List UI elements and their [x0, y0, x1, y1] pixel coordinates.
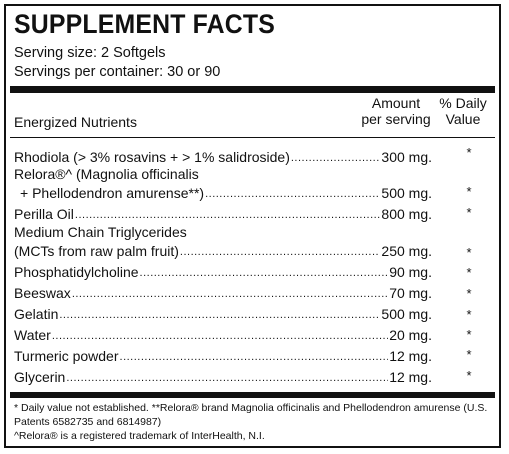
thick-divider-bottom — [10, 392, 495, 398]
leader-dots: ........................................… — [139, 267, 389, 279]
ingredient-amount: 250 mg. — [381, 243, 432, 259]
ingredient-name: Water — [14, 327, 51, 343]
leader-dots: ........................................… — [205, 188, 380, 200]
ingredient-row: + Phellodendron amurense**) ............… — [14, 181, 432, 201]
ingredient-name: Beeswax — [14, 285, 71, 301]
ingredient-dv: * — [466, 205, 472, 220]
header-amount: Amount per serving — [356, 95, 436, 127]
ingredient-row: Phosphatidylcholine ....................… — [14, 260, 432, 280]
header-dv-line1: % Daily — [439, 95, 487, 111]
ingredient-amount: 90 mg. — [389, 264, 432, 280]
ingredient-amount: 12 mg. — [389, 348, 432, 364]
ingredient-dv: * — [466, 368, 472, 383]
supplement-facts-panel: SUPPLEMENT FACTS Serving size: 2 Softgel… — [4, 4, 501, 448]
ingredient-name-line1: Medium Chain Triglycerides — [14, 224, 187, 240]
header-dv-line2: Value — [445, 111, 481, 127]
ingredient-dv: * — [466, 184, 472, 199]
ingredient-row: Glycerin ...............................… — [14, 365, 432, 385]
ingredient-row: (MCTs from raw palm fruit) .............… — [14, 239, 432, 259]
ingredient-dv: * — [466, 307, 472, 322]
ingredient-name: Turmeric powder — [14, 348, 119, 364]
footnote-trademark: ^Relora® is a registered trademark of In… — [14, 430, 265, 442]
ingredient-row: Turmeric powder ........................… — [14, 344, 432, 364]
ingredient-row: Gelatin ................................… — [14, 302, 432, 322]
ingredient-row: Beeswax ................................… — [14, 281, 432, 301]
ingredient-row: Water ..................................… — [14, 323, 432, 343]
ingredient-name: Perilla Oil — [14, 206, 74, 222]
ingredient-dv: * — [466, 286, 472, 301]
header-amount-line2: per serving — [361, 111, 431, 127]
ingredient-name: Rhodiola (> 3% rosavins + > 1% salidrosi… — [14, 149, 290, 165]
ingredient-amount: 20 mg. — [389, 327, 432, 343]
leader-dots: ........................................… — [66, 372, 388, 384]
ingredient-dv: * — [466, 245, 472, 260]
ingredient-name: + Phellodendron amurense**) — [20, 185, 205, 201]
leader-dots: ........................................… — [119, 351, 389, 363]
ingredient-name: Phosphatidylcholine — [14, 264, 139, 280]
leader-dots: ........................................… — [59, 309, 380, 321]
ingredient-dv: * — [466, 145, 472, 160]
servings-per-container: Servings per container: 30 or 90 — [14, 64, 221, 80]
leader-dots: ........................................… — [71, 288, 389, 300]
ingredient-dv: * — [466, 327, 472, 342]
ingredient-amount: 500 mg. — [381, 306, 432, 322]
header-divider — [10, 137, 495, 138]
panel-title: SUPPLEMENT FACTS — [14, 9, 276, 39]
serving-size: Serving size: 2 Softgels — [14, 45, 166, 61]
ingredient-amount: 300 mg. — [381, 149, 432, 165]
ingredient-row: Perilla Oil ............................… — [14, 202, 432, 222]
leader-dots: ........................................… — [179, 246, 381, 258]
ingredient-name: (MCTs from raw palm fruit) — [14, 243, 179, 259]
ingredient-amount: 500 mg. — [381, 185, 432, 201]
header-amount-line1: Amount — [371, 95, 421, 111]
footnote-daily-value: * Daily value not established. **Relora®… — [14, 402, 488, 428]
ingredient-name: Glycerin — [14, 369, 66, 385]
header-nutrients: Energized Nutrients — [14, 114, 137, 130]
leader-dots: ........................................… — [290, 152, 381, 164]
ingredient-name: Gelatin — [14, 306, 59, 322]
ingredient-row: Rhodiola (> 3% rosavins + > 1% salidrosi… — [14, 145, 432, 165]
thick-divider-top — [10, 86, 495, 93]
ingredient-amount: 70 mg. — [389, 285, 432, 301]
leader-dots: ........................................… — [74, 209, 381, 221]
ingredient-amount: 800 mg. — [381, 206, 432, 222]
ingredient-dv: * — [466, 265, 472, 280]
ingredient-amount: 12 mg. — [389, 369, 432, 385]
ingredient-dv: * — [466, 347, 472, 362]
header-daily-value: % Daily Value — [431, 95, 495, 127]
leader-dots: ........................................… — [51, 330, 388, 342]
ingredient-name-line1: Relora®^ (Magnolia officinalis — [14, 166, 199, 182]
